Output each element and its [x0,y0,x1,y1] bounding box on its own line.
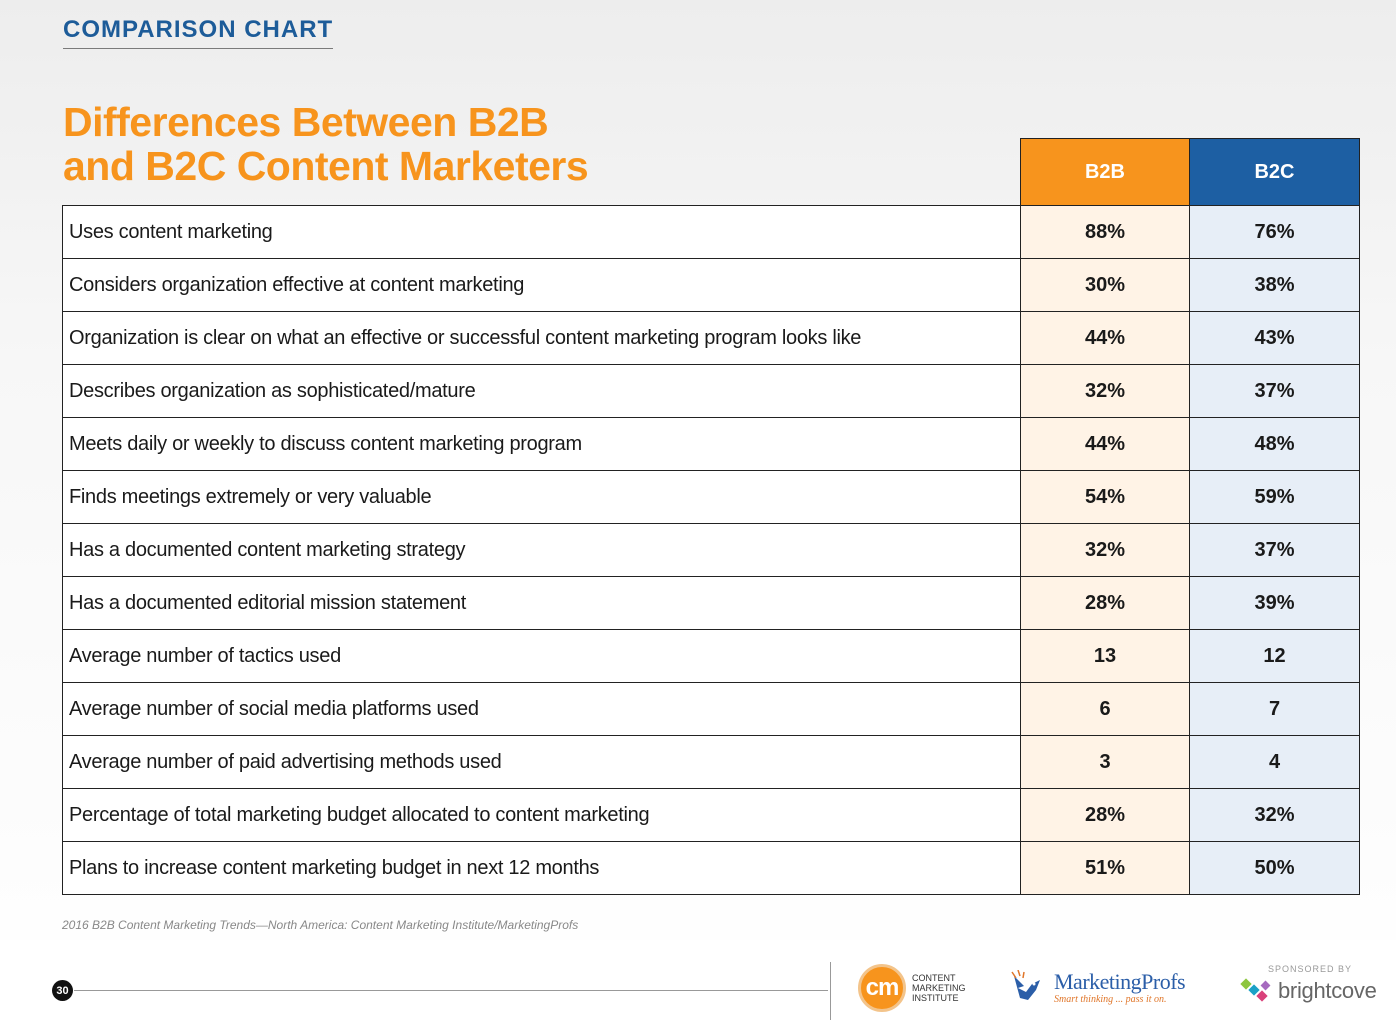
table-row: Finds meetings extremely or very valuabl… [62,470,1360,524]
cmi-logo-mark: cm [858,964,906,1012]
b2c-value: 43% [1189,311,1360,365]
b2b-value: 28% [1020,788,1190,842]
footer-rule [74,990,828,991]
b2c-value: 48% [1189,417,1360,471]
b2c-value: 38% [1189,258,1360,312]
table-body: Uses content marketing 88% 76% Considers or… [62,205,1360,895]
b2c-value: 59% [1189,470,1360,524]
b2b-value: 54% [1020,470,1190,524]
b2b-value: 88% [1020,205,1190,259]
b2b-value: 13 [1020,629,1190,683]
b2b-value: 51% [1020,841,1190,895]
row-label: Uses content marketing [62,205,1021,259]
comparison-table: B2B B2C Uses content marketing 88% 76% Cons… [62,138,1360,895]
section-label: COMPARISON CHART [63,16,334,49]
b2c-value: 76% [1189,205,1360,259]
b2c-value: 50% [1189,841,1360,895]
row-label: Average number of paid advertising metho… [62,735,1021,789]
cmi-logo: cm CONTENT MARKETING INSTITUTE [858,964,966,1012]
page-number: 30 [52,980,73,1001]
brightcove-icon [1240,978,1271,1002]
table-row: Percentage of total marketing budget all… [62,788,1360,842]
bird-icon [1011,970,1040,1000]
row-label: Has a documented content marketing strat… [62,523,1021,577]
row-label: Considers organization effective at cont… [62,258,1021,312]
table-row: Organization is clear on what an effecti… [62,311,1360,365]
title-line-1: Differences Between B2B [63,99,549,145]
b2c-value: 12 [1189,629,1360,683]
row-label: Describes organization as sophisticated/… [62,364,1021,418]
b2b-value: 32% [1020,364,1190,418]
row-label: Plans to increase content marketing budg… [62,841,1021,895]
sponsor-label: SPONSORED BY [1268,964,1353,974]
row-label: Percentage of total marketing budget all… [62,788,1021,842]
b2c-value: 39% [1189,576,1360,630]
header-empty-cell [62,138,1021,206]
row-label: Average number of tactics used [62,629,1021,683]
table-row: Has a documented editorial mission state… [62,576,1360,630]
row-label: Meets daily or weekly to discuss content… [62,417,1021,471]
table-row: Meets daily or weekly to discuss content… [62,417,1360,471]
cmi-logo-text: CONTENT MARKETING INSTITUTE [912,973,966,1003]
table-row: Average number of tactics used 13 12 [62,629,1360,683]
cmi-line-2: MARKETING [912,983,966,993]
footer: 30 cm CONTENT MARKETING INSTITUTE Market… [0,940,1396,1027]
table-row: Uses content marketing 88% 76% [62,205,1360,259]
row-label: Organization is clear on what an effecti… [62,311,1021,365]
comparison-table-container: B2B B2C Uses content marketing 88% 76% Cons… [62,138,1360,895]
b2b-value: 44% [1020,311,1190,365]
brightcove-name: brightcove [1278,978,1377,1003]
table-row: Has a documented content marketing strat… [62,523,1360,577]
marketingprofs-name: MarketingProfs [1054,969,1186,994]
marketingprofs-logo: MarketingProfs Smart thinking ... pass i… [1010,969,1186,1006]
b2c-value: 37% [1189,364,1360,418]
column-header-b2c: B2C [1189,138,1360,206]
b2c-value: 4 [1189,735,1360,789]
row-label: Finds meetings extremely or very valuabl… [62,470,1021,524]
table-row: Average number of social media platforms… [62,682,1360,736]
footer-separator [830,962,831,1020]
marketingprofs-tagline: Smart thinking ... pass it on. [1054,994,1167,1005]
b2b-value: 28% [1020,576,1190,630]
b2b-value: 44% [1020,417,1190,471]
source-citation: 2016 B2B Content Marketing Trends—North … [62,918,579,932]
table-row: Plans to increase content marketing budg… [62,841,1360,895]
table-row: Describes organization as sophisticated/… [62,364,1360,418]
b2c-value: 7 [1189,682,1360,736]
cmi-line-1: CONTENT [912,973,956,983]
row-label: Has a documented editorial mission state… [62,576,1021,630]
b2b-value: 6 [1020,682,1190,736]
b2c-value: 37% [1189,523,1360,577]
column-header-b2b: B2B [1020,138,1190,206]
table-row: Average number of paid advertising metho… [62,735,1360,789]
brightcove-logo: SPONSORED BY brightcove [1240,964,1377,1006]
row-label: Average number of social media platforms… [62,682,1021,736]
b2c-value: 32% [1189,788,1360,842]
table-header-row: B2B B2C [62,138,1360,206]
table-row: Considers organization effective at cont… [62,258,1360,312]
cmi-line-3: INSTITUTE [912,993,959,1003]
b2b-value: 30% [1020,258,1190,312]
b2b-value: 3 [1020,735,1190,789]
b2b-value: 32% [1020,523,1190,577]
